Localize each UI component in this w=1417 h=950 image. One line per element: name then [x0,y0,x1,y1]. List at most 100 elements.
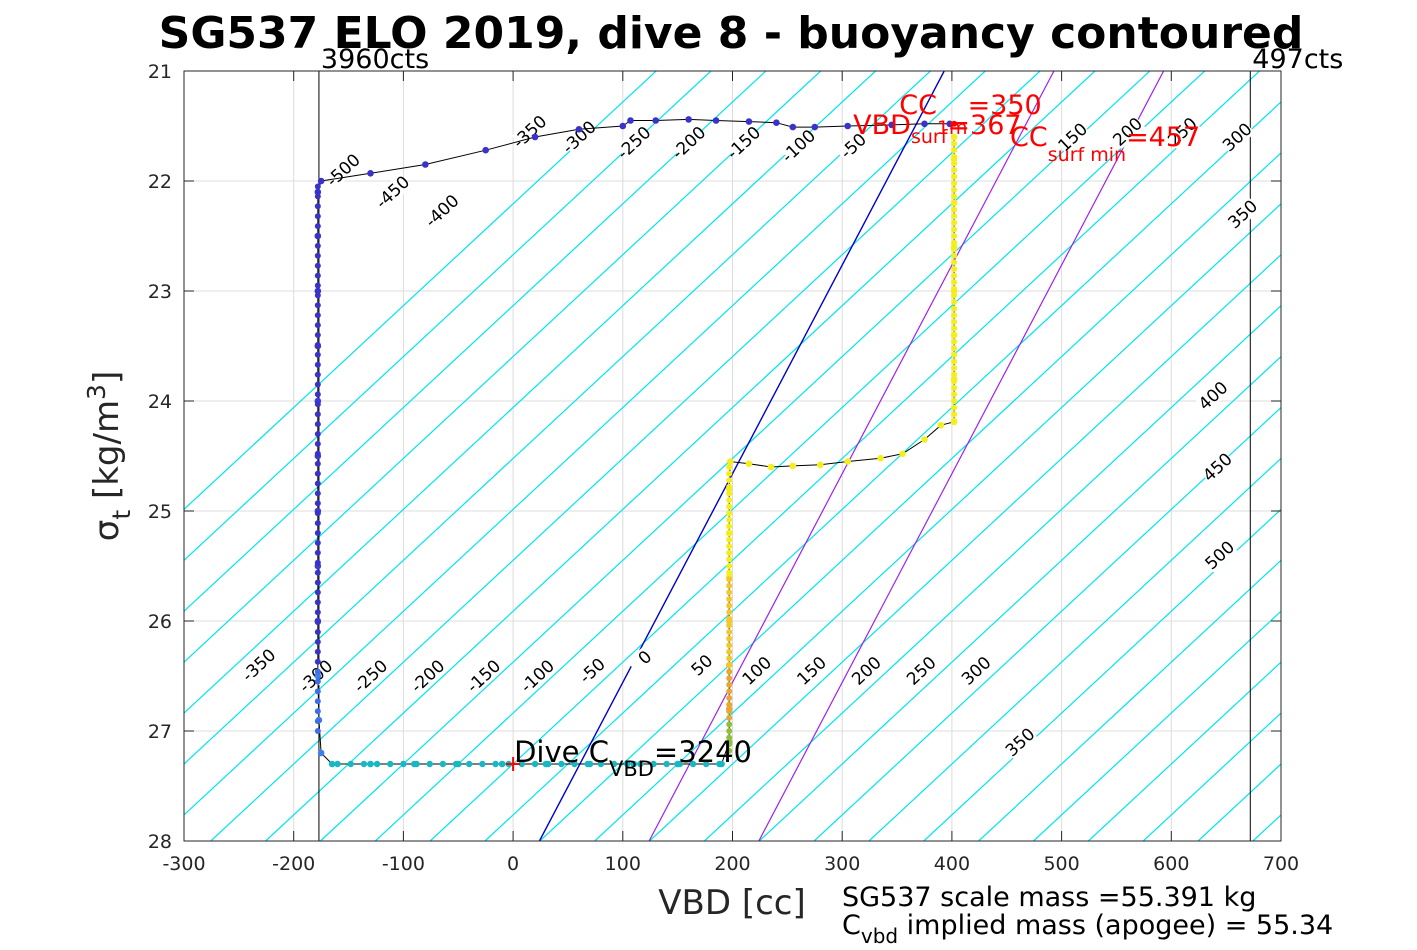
climb-point-dense [951,384,958,391]
dive-point-dense [314,658,321,665]
climb-point-dense [951,285,958,292]
cc-surf-min-sub: surf min [1048,144,1126,166]
climb-point-dense [951,233,958,239]
axis-ticks: -300 -200 -100 0 100 200 300 400 500 600 700 21 22 23… [148,61,1299,875]
climb-point-dense [951,378,958,385]
x-tick-label: -300 [162,853,205,875]
contour-label-bg [780,128,817,164]
dive-point-dense [314,510,321,517]
climb-point-dense [726,556,733,563]
dive-point-dense [314,391,321,398]
climb-point [727,458,734,465]
contour-label-bg [793,653,830,688]
climb-point [937,421,945,429]
bottom-point-dense [400,760,407,768]
dive-point-dense [314,579,321,586]
climb-point-dense [726,516,733,523]
dive-point-dense [314,262,321,269]
y-axis-label: σt [kg/m3] [82,371,136,541]
bottom-point-dense [347,760,354,768]
climb-point-dense [726,589,733,596]
climb-point-dense [726,629,733,635]
climb-point-dense [951,371,958,378]
contour-label-bg [683,647,720,683]
bottom-point-dense [531,760,539,768]
y-label-sub: t [107,510,136,520]
buoyancy-contour-line [649,253,1281,841]
dive-point [630,760,638,768]
buoyancy-contour-line [1087,661,1281,841]
climb-point-dense [726,708,733,715]
climb-point-dense [726,549,733,556]
magenta-reference-line [648,71,1055,841]
dive-point-dense [314,728,321,734]
climb-point-dense [951,312,958,319]
dive-point-dense [314,688,321,695]
climb-point-dense [951,140,958,147]
dive-c-sub: VBD [609,757,654,781]
climb-point-dense [951,292,958,299]
bottom-point-dense [623,760,631,768]
climb-point-dense [951,173,958,180]
y-tick-label: 22 [148,171,172,193]
climb-point-dense [951,206,958,213]
climb-point-dense [726,695,733,701]
x-tick-label: 500 [1043,853,1079,875]
contour-label-bg [958,653,994,688]
dive-point [422,161,429,168]
climb-point-dense [951,279,958,286]
dive-c-annotation: Dive CVBD=3240 [514,735,752,781]
dive-point-dense [314,668,321,675]
y-tick-label: 21 [148,61,172,83]
climb-point-dense [726,675,733,682]
climb-point-dense [726,655,733,662]
climb-point-dense [726,569,733,576]
vbd-surf-value: =367 [947,110,1021,141]
dive-point-dense [314,530,321,536]
climb-point-dense [726,734,733,741]
dive-point-dense [314,371,321,378]
dive-point-dense [314,213,321,220]
climb-point [767,463,775,471]
y-label-symbol: σ [87,520,127,542]
climb-point-dense [726,483,733,490]
climb-point [877,454,884,462]
contour-label-bg [1164,114,1201,149]
contour-label-bg [409,658,446,694]
bottom-point-dense [439,760,447,768]
climb-point [899,450,906,458]
contour-label-bg [626,639,663,675]
x-tick-label: 700 [1263,853,1299,875]
bottom-point-dense [545,760,552,768]
dive-point-dense [314,421,321,428]
buoyancy-contour-line [758,355,1281,841]
chart-title: SG537 ELO 2019, dive 8 - buoyancy contou… [159,8,1304,59]
bottom-point-dense [518,760,526,768]
bottom-point-dense [452,760,460,768]
bottom-point-dense [610,760,618,768]
climb-point-dense [726,530,733,536]
climb-point-dense [951,338,958,345]
climb-point-dense [726,668,733,675]
bottom-point-dense [466,760,473,768]
scale-mass-note: SG537 scale mass =55.391 kg [842,882,1256,913]
dive-point-dense [314,223,321,230]
bottom-point-dense [360,760,368,768]
climb-point-dense [951,134,958,140]
climb-point-dense [726,662,733,668]
buoyancy-contour-line [374,71,1206,841]
bottom-point-dense [479,760,486,768]
climb-point-dense [951,325,958,332]
y-tick-label: 28 [148,831,172,853]
dive-point [685,116,692,123]
climb-point-dense [726,615,733,622]
bottom-point-dense [584,760,591,768]
contour-label-bg [725,125,762,160]
contour-label-bg [1195,378,1231,413]
climb-point-dense [726,701,733,708]
dive-point [789,123,797,131]
contour-label-bg [903,653,940,688]
climb-point-dense [951,318,958,325]
vbd-min-limit-label: 3960cts [321,44,429,75]
